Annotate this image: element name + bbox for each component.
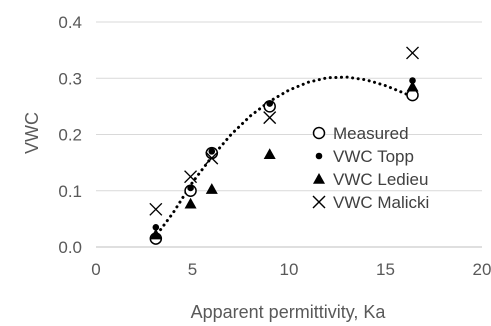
filled-circle-marker [409,77,416,84]
data-point-filled-circle [208,148,216,155]
filled-circle-marker [208,148,216,155]
legend-marker [312,195,326,209]
triangle-marker [205,183,218,194]
legend-label: VWC Ledieu [333,170,428,189]
triangle-marker [149,228,162,240]
data-point-filled-triangle [205,183,218,194]
gridlines [96,21,482,192]
data-point-filled-triangle [184,197,197,209]
data-point-filled-circle [152,224,160,231]
legend-item: VWC Ledieu [313,170,428,189]
legend-label: Measured [333,124,409,143]
y-axis-title: VWC [22,112,42,154]
y-tick-label: 0.3 [58,69,82,88]
y-tick-label: 0.1 [58,182,82,201]
x-tick-label: 5 [188,260,197,279]
data-point-filled-circle [409,77,416,84]
data-point-filled-circle [266,100,274,107]
data-point-x [184,170,198,184]
y-tick-label: 0.2 [58,126,82,145]
legend-item: VWC Topp [315,147,414,166]
data-point-x [205,151,219,165]
legend-label: VWC Malicki [333,193,429,212]
filled-circle-marker [266,100,274,107]
legend-marker [315,152,323,160]
data-point-filled-triangle [149,228,162,240]
x-marker-stroke [406,46,420,60]
trendline [152,75,416,241]
triangle-marker [184,197,197,209]
legend-marker [313,173,325,184]
legend-item: Measured [312,124,409,143]
y-tick-label: 0.4 [58,13,82,32]
legend-label: VWC Topp [333,147,414,166]
x-tick-label: 15 [376,260,395,279]
x-marker-stroke [184,170,198,184]
y-tick-label: 0.0 [58,238,82,257]
data-point-filled-circle [187,184,194,192]
data-point-filled-triangle [263,148,276,159]
legend: Measured VWC Topp VWC Ledieu VWC Malicki [312,124,429,212]
x-marker-stroke [312,195,326,209]
open-circle-marker [312,126,326,140]
data-point-x [149,202,163,216]
legend-item: VWC Malicki [312,193,429,212]
legend-marker [312,126,326,140]
data-point-x [406,46,420,60]
x-axis-title: Apparent permittivity, Ka [191,302,387,322]
x-tick-label: 0 [91,260,100,279]
data-point-x [263,111,277,125]
x-marker-stroke [149,202,163,216]
filled-circle-marker [152,224,160,231]
triangle-marker [406,80,419,92]
triangle-marker [263,148,276,159]
x-marker-stroke [205,151,219,165]
data-points [149,46,420,245]
data-point-filled-triangle [406,80,419,92]
x-tick-label: 10 [280,260,299,279]
x-marker-stroke [263,111,277,125]
triangle-marker [313,173,325,184]
axes: 0.0 0.1 0.2 0.3 0.4 0 5 10 15 20 [58,13,491,279]
filled-circle-marker [187,184,194,192]
filled-circle-marker [315,152,323,160]
x-tick-label: 20 [473,260,491,279]
trendline-path [152,75,416,241]
